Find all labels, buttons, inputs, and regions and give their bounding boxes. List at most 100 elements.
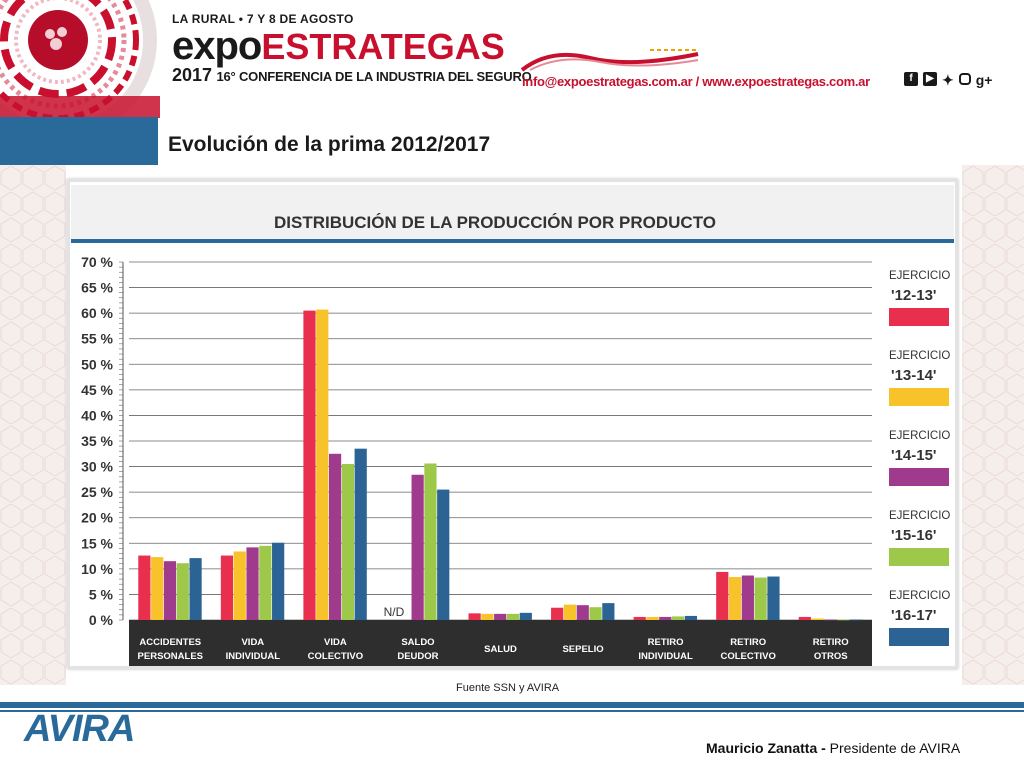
presenter-name: Mauricio Zanatta - bbox=[706, 740, 826, 756]
bar bbox=[437, 489, 450, 620]
bar bbox=[494, 613, 507, 620]
bar bbox=[411, 474, 424, 620]
bar bbox=[849, 619, 863, 621]
bar bbox=[684, 615, 698, 620]
legend-prefix: EJERCICIO bbox=[889, 590, 950, 602]
contact-info[interactable]: info@expoestrategas.com.ar / www.expoest… bbox=[522, 74, 870, 89]
bar bbox=[741, 575, 754, 620]
legend-prefix: EJERCICIO bbox=[889, 270, 950, 282]
presenter: Mauricio Zanatta - Presidente de AVIRA bbox=[706, 740, 960, 756]
bar bbox=[767, 576, 780, 620]
category-label: SEPELIO bbox=[562, 644, 603, 655]
event-date-line: LA RURAL • 7 Y 8 DE AGOSTO bbox=[172, 12, 354, 26]
legend-label: '12-13' bbox=[891, 287, 937, 304]
event-year: 2017 bbox=[172, 65, 213, 85]
event-title: LA RURAL • 7 Y 8 DE AGOSTO expoESTRATEGA… bbox=[172, 12, 532, 86]
chart-title: DISTRIBUCIÓN DE LA PRODUCCIÓN POR PRODUC… bbox=[274, 213, 716, 232]
bars bbox=[138, 309, 863, 621]
category-label: INDIVIDUAL bbox=[226, 651, 281, 662]
bar bbox=[189, 558, 202, 620]
bar bbox=[272, 542, 285, 620]
bar bbox=[138, 555, 151, 620]
y-tick-label: 20 % bbox=[81, 510, 113, 526]
y-tick-label: 25 % bbox=[81, 484, 113, 500]
googleplus-icon[interactable]: g+ bbox=[975, 72, 993, 88]
social-icons: f ▶ ✦ g+ bbox=[904, 72, 992, 89]
bar bbox=[824, 619, 837, 621]
bar bbox=[354, 448, 367, 620]
event-name-estrategas: ESTRATEGAS bbox=[261, 26, 505, 67]
footer-divider-thin bbox=[0, 710, 1024, 712]
y-tick-label: 15 % bbox=[81, 535, 113, 551]
bar bbox=[303, 310, 316, 620]
y-tick-label: 5 % bbox=[89, 586, 114, 602]
bar bbox=[754, 577, 767, 620]
bar bbox=[176, 563, 189, 620]
source-note: Fuente SSN y AVIRA bbox=[456, 682, 560, 694]
y-tick-label: 35 % bbox=[81, 433, 113, 449]
bar bbox=[506, 613, 520, 620]
legend-label: '15-16' bbox=[891, 527, 937, 544]
slide-title: Evolución de la prima 2012/2017 bbox=[168, 133, 491, 156]
category-label: RETIRO bbox=[648, 637, 684, 648]
bar bbox=[602, 603, 615, 620]
bar bbox=[659, 616, 672, 620]
y-tick-label: 65 % bbox=[81, 280, 113, 296]
chart-title-underline bbox=[71, 239, 954, 243]
event-logo-circle bbox=[0, 0, 160, 118]
category-label: VIDA bbox=[241, 637, 264, 648]
bar bbox=[633, 616, 646, 620]
category-band bbox=[129, 620, 872, 666]
bar bbox=[589, 607, 602, 620]
category-label: RETIRO bbox=[813, 637, 849, 648]
annotation-nd: N/D bbox=[384, 605, 405, 619]
legend-label: '14-15' bbox=[891, 447, 937, 464]
bar bbox=[328, 453, 342, 620]
bar bbox=[259, 545, 272, 620]
production-distribution-chart: DISTRIBUCIÓN DE LA PRODUCCIÓN POR PRODUC… bbox=[71, 185, 954, 666]
instagram-icon[interactable] bbox=[958, 73, 971, 85]
legend-prefix: EJERCICIO bbox=[889, 510, 950, 522]
bar bbox=[563, 604, 577, 620]
bar bbox=[728, 577, 742, 620]
category-label: SALUD bbox=[484, 644, 517, 655]
youtube-icon[interactable]: ▶ bbox=[923, 72, 937, 86]
bar bbox=[646, 616, 659, 620]
chart-card bbox=[67, 179, 958, 669]
legend-swatch bbox=[889, 308, 949, 326]
avira-logo: AVIRA bbox=[24, 708, 135, 750]
category-label: ACCIDENTES bbox=[139, 637, 201, 648]
decorative-pattern-right bbox=[962, 165, 1024, 685]
legend-prefix: EJERCICIO bbox=[889, 350, 950, 362]
facebook-icon[interactable]: f bbox=[904, 72, 918, 86]
twitter-icon[interactable]: ✦ bbox=[942, 72, 954, 88]
y-tick-label: 40 % bbox=[81, 407, 113, 423]
y-tick-label: 0 % bbox=[89, 612, 114, 628]
event-name-expo: expo bbox=[172, 24, 262, 68]
footer-divider bbox=[0, 702, 1024, 708]
category-label: COLECTIVO bbox=[308, 651, 363, 662]
y-tick-label: 60 % bbox=[81, 305, 113, 321]
bar bbox=[837, 619, 850, 621]
category-label: SALDO bbox=[401, 637, 434, 648]
legend-swatch bbox=[889, 468, 949, 486]
bar bbox=[424, 463, 437, 620]
bar bbox=[798, 616, 811, 620]
y-tick-label: 10 % bbox=[81, 561, 113, 577]
legend-prefix: EJERCICIO bbox=[889, 430, 950, 442]
y-tick-label: 55 % bbox=[81, 331, 113, 347]
legend-label: '13-14' bbox=[891, 367, 937, 384]
category-label: OTROS bbox=[814, 651, 848, 662]
header bbox=[0, 0, 1024, 118]
bar bbox=[716, 571, 729, 620]
category-label: COLECTIVO bbox=[720, 651, 775, 662]
y-tick-label: 70 % bbox=[81, 254, 113, 270]
y-tick-label: 30 % bbox=[81, 459, 113, 475]
bar bbox=[519, 612, 532, 620]
bar bbox=[233, 551, 246, 620]
legend-swatch bbox=[889, 628, 949, 646]
y-tick-label: 45 % bbox=[81, 382, 113, 398]
bar bbox=[481, 613, 494, 620]
legend: EJERCICIO '12-13' EJERCICIO '13-14' EJERCICI… bbox=[889, 270, 950, 646]
title-accent-block bbox=[0, 117, 158, 165]
